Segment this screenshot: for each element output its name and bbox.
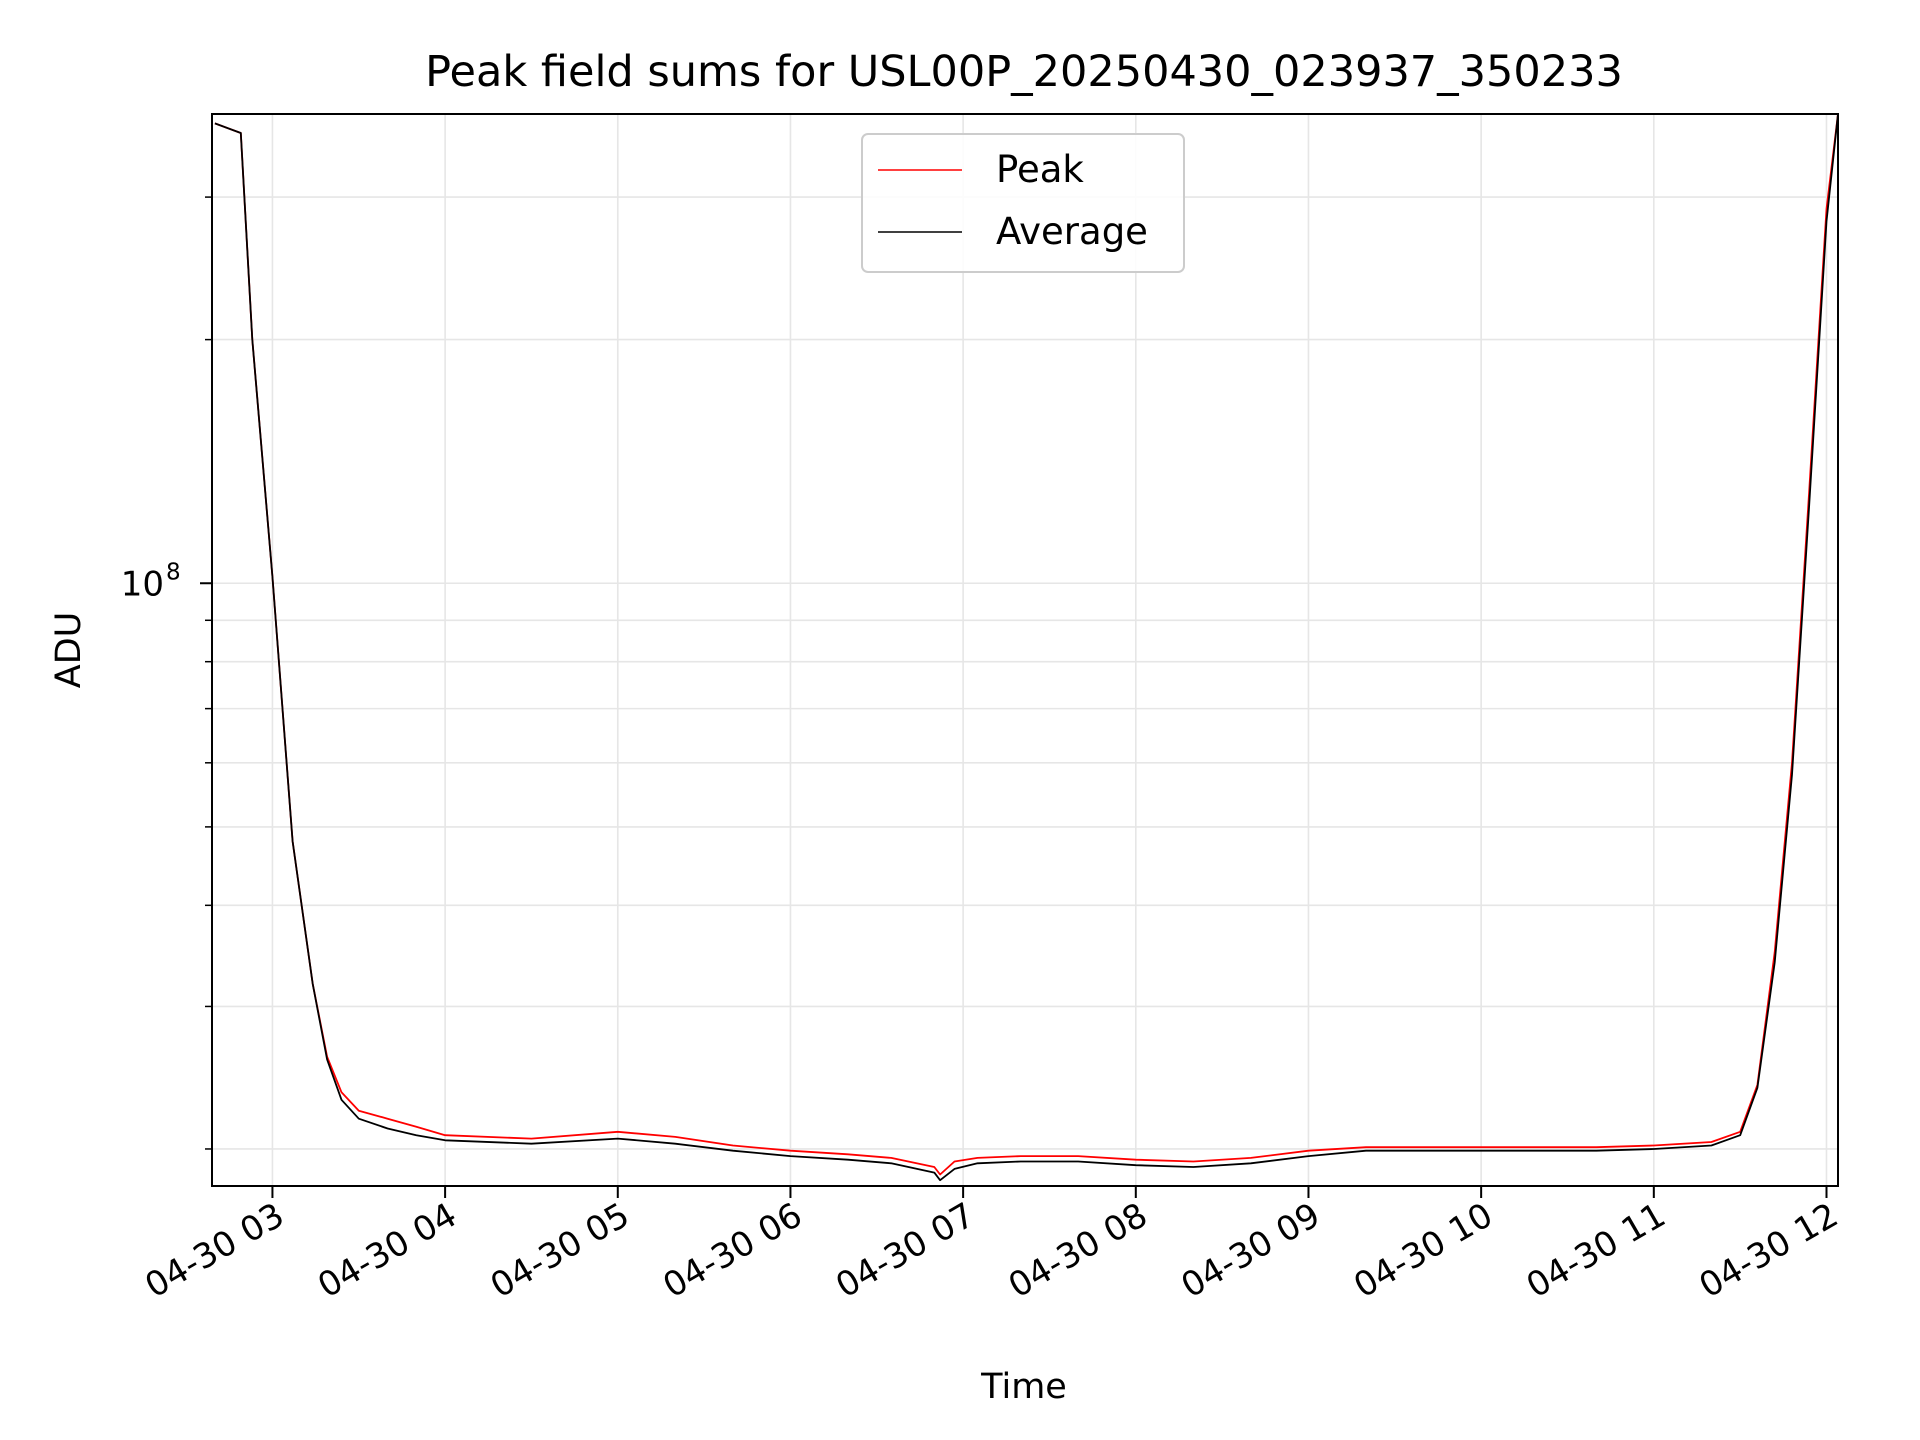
series-line-peak <box>214 113 1839 1176</box>
y-axis-ticks: 10 8 <box>121 196 212 1150</box>
y-tick-label-exponent: 8 <box>166 559 181 585</box>
legend-peak-label: Peak <box>996 148 1084 191</box>
series-lines <box>214 113 1839 1182</box>
y-axis-label: ADU <box>49 612 89 689</box>
chart-title: Peak field sums for USL00P_20250430_0239… <box>425 47 1623 97</box>
legend-average-label: Average <box>996 210 1148 253</box>
plot-frame <box>211 113 1839 1187</box>
legend: Peak Average <box>861 133 1185 273</box>
y-tick-label: 10 <box>121 564 164 604</box>
x-axis-label: Time <box>980 1367 1067 1407</box>
grid-lines <box>212 114 1838 1186</box>
series-line-average <box>214 113 1839 1182</box>
legend-box <box>861 133 1185 273</box>
